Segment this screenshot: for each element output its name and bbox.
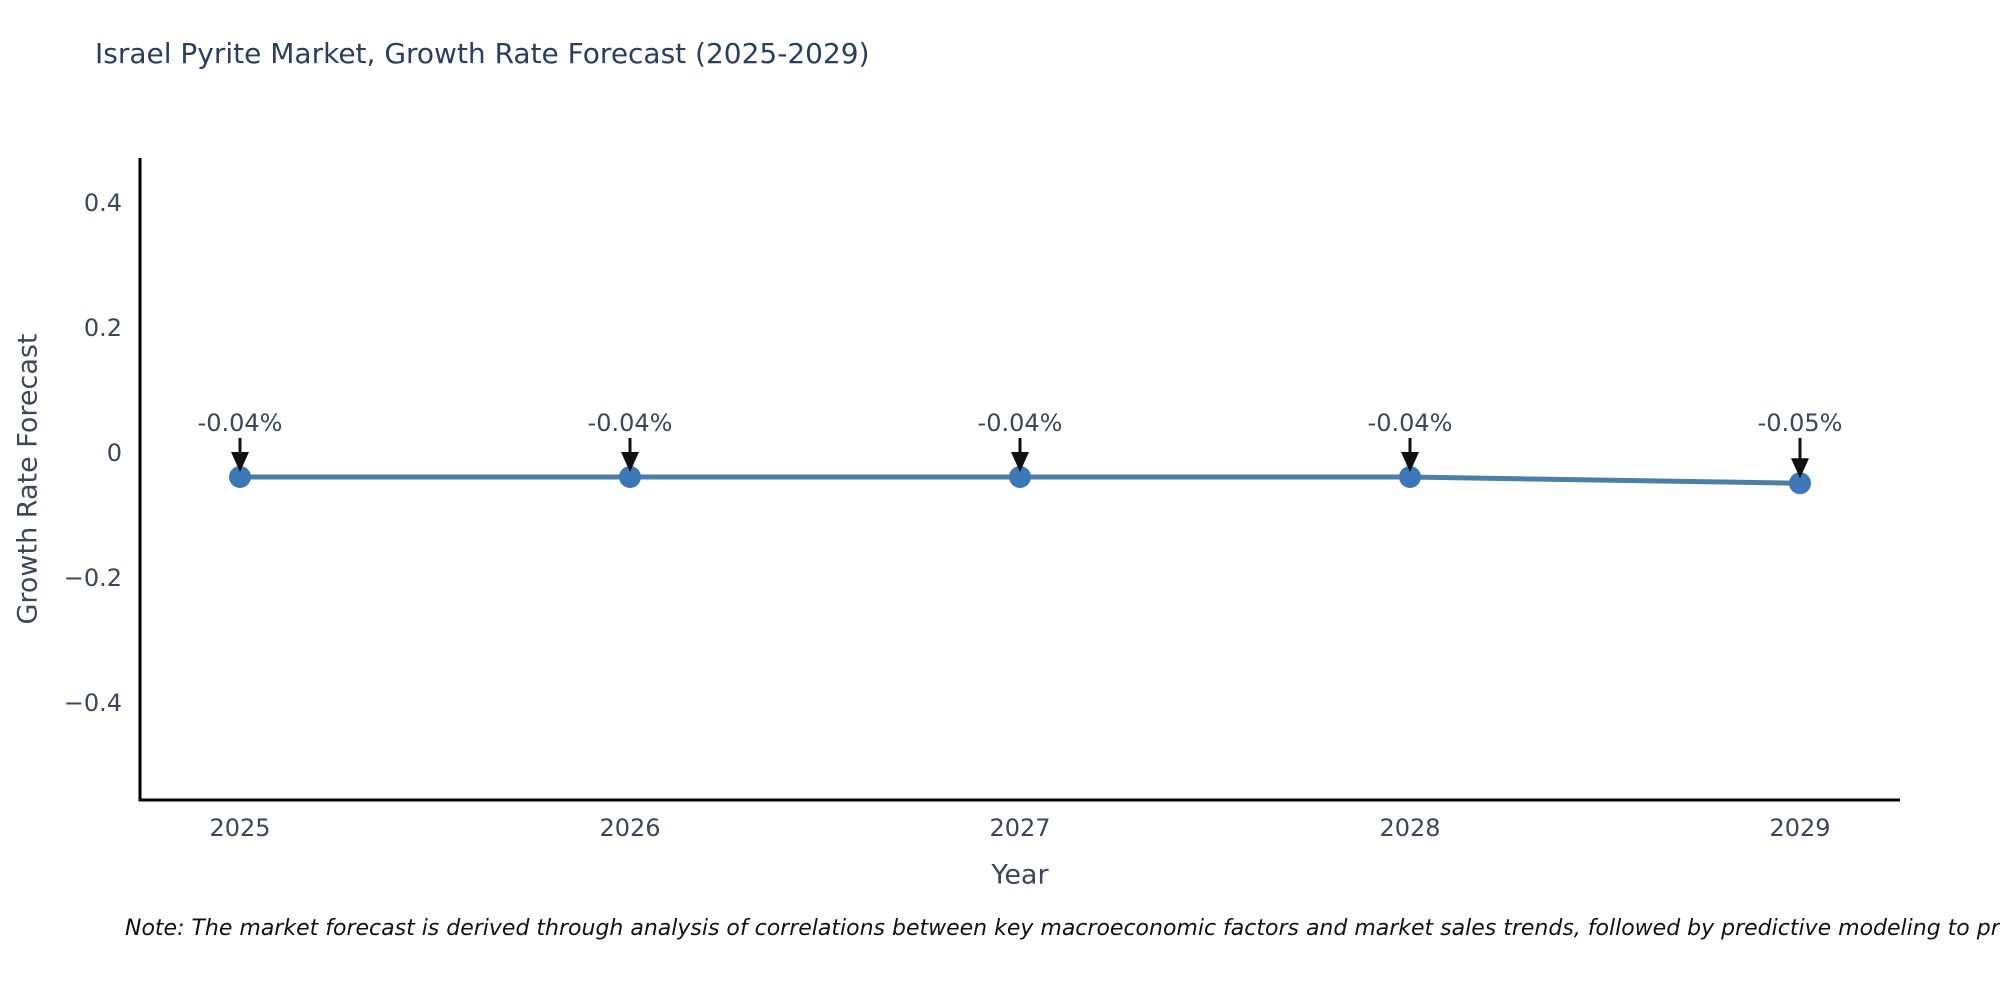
x-tick-label: 2028 bbox=[1379, 814, 1440, 842]
data-point-marker[interactable] bbox=[1399, 466, 1421, 488]
annotation-arrowhead bbox=[621, 452, 639, 472]
annotation-arrowhead bbox=[1011, 452, 1029, 472]
x-tick-label: 2026 bbox=[599, 814, 660, 842]
x-axis-title: Year bbox=[991, 859, 1049, 891]
data-point-marker[interactable] bbox=[229, 466, 251, 488]
annotation-label: -0.04% bbox=[978, 409, 1063, 437]
chart-footnote: Note: The market forecast is derived thr… bbox=[125, 916, 2000, 941]
y-tick-label: 0 bbox=[107, 439, 122, 467]
annotation-arrowhead bbox=[1791, 458, 1809, 479]
annotation-arrowhead bbox=[1401, 452, 1419, 472]
data-point-marker[interactable] bbox=[619, 466, 641, 488]
y-tick-label: −0.2 bbox=[64, 564, 122, 592]
data-point-marker[interactable] bbox=[1009, 466, 1031, 488]
annotation-label: -0.04% bbox=[1368, 409, 1453, 437]
x-tick-label: 2025 bbox=[209, 814, 270, 842]
y-tick-label: 0.2 bbox=[84, 314, 122, 342]
data-point-marker[interactable] bbox=[1789, 472, 1811, 495]
annotation-label: -0.04% bbox=[588, 409, 673, 437]
y-tick-label: 0.4 bbox=[84, 189, 122, 217]
annotation-arrowhead bbox=[231, 452, 249, 472]
annotation-label: -0.05% bbox=[1758, 409, 1843, 437]
chart-title: Israel Pyrite Market, Growth Rate Foreca… bbox=[95, 37, 870, 70]
annotation-label: -0.04% bbox=[198, 409, 283, 437]
y-tick-label: −0.4 bbox=[64, 689, 122, 717]
x-tick-label: 2029 bbox=[1769, 814, 1830, 842]
x-tick-label: 2027 bbox=[989, 814, 1050, 842]
